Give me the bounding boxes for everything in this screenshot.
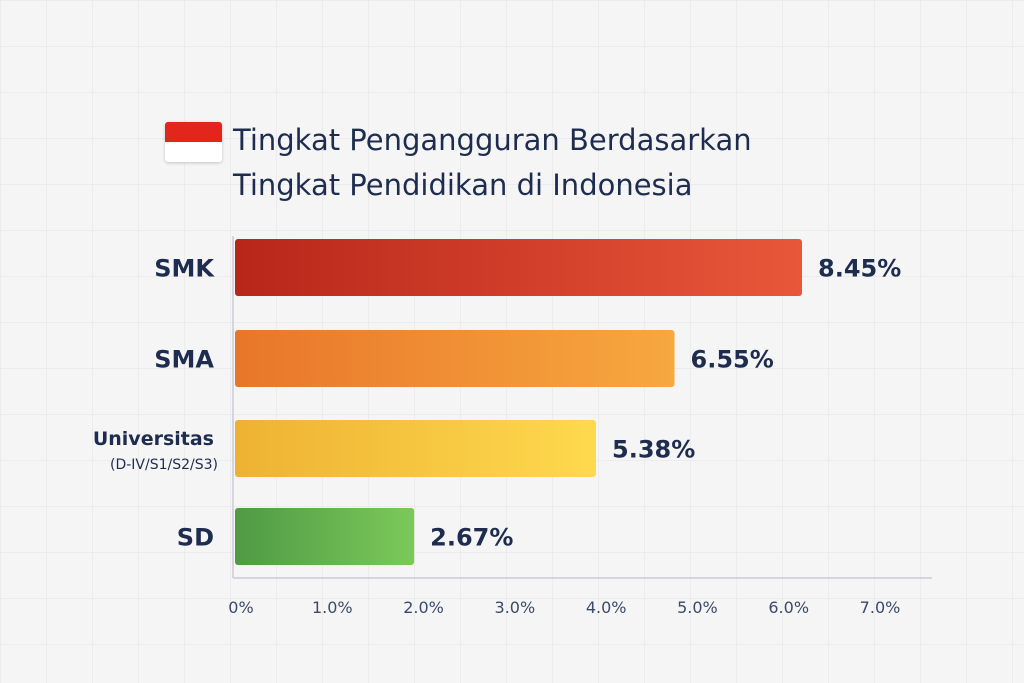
data-label: 8.45% [818, 255, 901, 283]
data-label: 2.67% [430, 524, 513, 552]
chart-title: Tingkat Pengangguran Berdasarkan Tingkat… [233, 118, 752, 208]
x-tick-label: 1.0% [312, 598, 353, 617]
category-label: SMA [154, 346, 214, 374]
title-line-2: Tingkat Pendidikan di Indonesia [233, 168, 693, 202]
x-tick-label: 0% [228, 598, 253, 617]
title-line-1: Tingkat Pengangguran Berdasarkan [233, 123, 752, 157]
x-tick-label: 4.0% [586, 598, 627, 617]
indonesia-flag-icon [165, 122, 222, 162]
x-tick-label: 3.0% [495, 598, 536, 617]
category-label: SD [177, 524, 214, 552]
category-label: SMK [154, 255, 215, 283]
data-label: 5.38% [612, 436, 695, 464]
bar-sd [235, 508, 415, 565]
x-tick-label: 2.0% [403, 598, 444, 617]
x-tick-label: 6.0% [768, 598, 809, 617]
x-tick-label: 5.0% [677, 598, 718, 617]
x-tick-label: 7.0% [860, 598, 901, 617]
category-sublabel: (D-IV/S1/S2/S3) [110, 457, 218, 473]
bar-universitas [235, 420, 597, 477]
data-label: 6.55% [691, 346, 774, 374]
category-label: Universitas [93, 428, 214, 450]
bar-sma [235, 330, 675, 387]
bar-smk [235, 239, 802, 296]
